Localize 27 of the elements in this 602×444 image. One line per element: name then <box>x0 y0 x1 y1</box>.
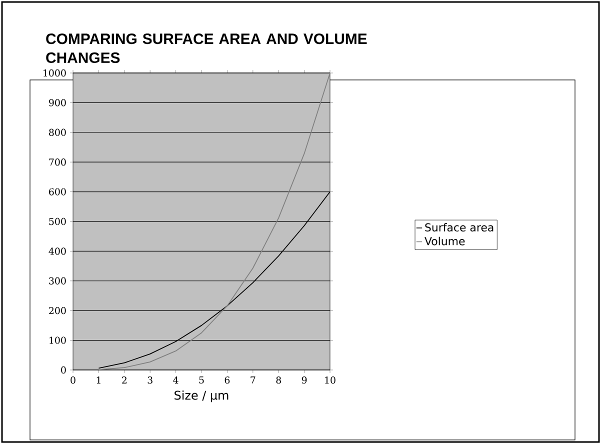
x-tick-label: 10 <box>325 376 336 384</box>
y-tick-label: 200 <box>49 307 66 314</box>
y-tick-label: 300 <box>49 277 66 284</box>
x-tick-label: 4 <box>173 376 178 384</box>
legend-label: Volume <box>424 236 465 246</box>
x-tick-label: 9 <box>302 376 307 384</box>
x-tick-label: 3 <box>148 376 152 384</box>
y-tick-label: 400 <box>48 248 66 255</box>
y-tick-label: 800 <box>49 128 66 136</box>
chart-title: COMPARING SURFACE AREA AND VOLUME CHANGES <box>46 34 367 64</box>
y-tick-label: 900 <box>49 99 66 106</box>
y-tick-label: 100 <box>50 336 66 344</box>
legend-label: Surface area <box>425 223 494 232</box>
x-tick-label: 1 <box>96 376 100 384</box>
y-tick-label: 1000 <box>44 69 66 77</box>
y-tick-label: 700 <box>49 158 66 166</box>
y-tick-label: 500 <box>49 218 66 226</box>
x-axis-title: Size / µm <box>174 390 228 402</box>
y-tick-label: 600 <box>49 188 66 196</box>
x-tick-label: 0 <box>70 376 76 384</box>
x-tick-label: 5 <box>199 376 204 384</box>
x-tick-label: 2 <box>122 376 126 384</box>
y-tick-label: 0 <box>61 366 66 374</box>
line-series <box>98 72 330 370</box>
x-tick-label: 7 <box>250 376 256 384</box>
x-tick-label: 6 <box>224 376 230 384</box>
x-tick-label: 8 <box>276 376 281 384</box>
